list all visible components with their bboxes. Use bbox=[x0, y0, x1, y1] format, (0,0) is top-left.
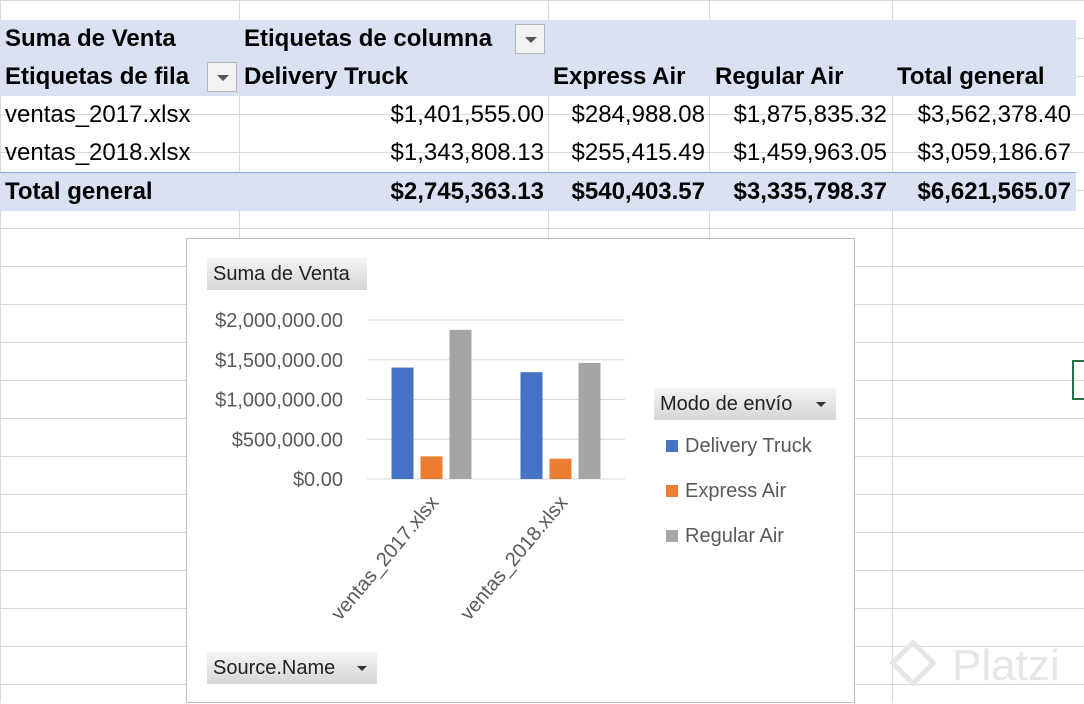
bar bbox=[549, 458, 572, 479]
y-tick-label: $2,000,000.00 bbox=[215, 310, 343, 332]
pivot-column-header[interactable]: Regular Air bbox=[715, 63, 844, 90]
legend-label: Delivery Truck bbox=[685, 435, 812, 457]
pivot-chart[interactable]: Suma de Venta $0.00 $500,000.00 $1,000,000… bbox=[186, 238, 855, 703]
pivot-column-header[interactable]: Total general bbox=[897, 63, 1045, 90]
pivot-value-label[interactable]: Suma de Venta bbox=[5, 25, 176, 52]
pivot-total-cell[interactable]: $3,335,798.37 bbox=[733, 178, 887, 205]
value-field-button[interactable]: Suma de Venta bbox=[207, 258, 367, 290]
legend-swatch bbox=[666, 440, 678, 452]
legend-label: Express Air bbox=[685, 480, 787, 502]
legend-field-button[interactable]: Modo de envío bbox=[654, 388, 836, 420]
pivot-total-label[interactable]: Total general bbox=[5, 178, 153, 205]
pivot-data-row: ventas_2017.xlsx $1,401,555.00 $284,988.… bbox=[0, 96, 1076, 134]
bar bbox=[520, 372, 543, 479]
y-tick-label: $0.00 bbox=[293, 469, 343, 491]
pivot-value-cell[interactable]: $1,875,835.32 bbox=[733, 101, 887, 128]
pivot-value-cell[interactable]: $284,988.08 bbox=[571, 101, 705, 128]
legend-field-button-label: Modo de envío bbox=[660, 393, 793, 415]
pivot-value-cell[interactable]: $1,459,963.05 bbox=[733, 139, 887, 166]
chart-plot-area: $0.00 $500,000.00 $1,000,000.00 $1,500,000.… bbox=[215, 310, 625, 625]
chevron-down-icon bbox=[816, 402, 826, 407]
legend-label: Regular Air bbox=[685, 525, 784, 547]
y-tick-label: $500,000.00 bbox=[232, 429, 343, 451]
pivot-header-row-2: Etiquetas de fila Delivery Truck Express… bbox=[0, 58, 1076, 96]
active-cell-indicator bbox=[1072, 360, 1084, 400]
platzi-watermark: Platzi bbox=[888, 636, 1084, 696]
pivot-total-cell[interactable]: $2,745,363.13 bbox=[390, 178, 544, 205]
pivot-value-cell[interactable]: $1,343,808.13 bbox=[390, 139, 544, 166]
pivot-total-row: Total general $2,745,363.13 $540,403.57 … bbox=[0, 172, 1076, 211]
x-tick-label: ventas_2017.xlsx bbox=[327, 492, 443, 625]
bar bbox=[449, 329, 472, 479]
legend-swatch bbox=[666, 485, 678, 497]
pivot-column-header[interactable]: Express Air bbox=[553, 63, 686, 90]
pivot-data-row: ventas_2018.xlsx $1,343,808.13 $255,415.… bbox=[0, 134, 1076, 172]
pivot-row-labels[interactable]: Etiquetas de fila bbox=[5, 63, 190, 90]
value-field-button-label: Suma de Venta bbox=[213, 263, 350, 285]
column-divider bbox=[892, 0, 893, 703]
bar bbox=[578, 362, 601, 479]
pivot-header-row-1: Suma de Venta Etiquetas de columna bbox=[0, 20, 1076, 58]
y-tick-label: $1,500,000.00 bbox=[215, 350, 343, 372]
watermark-text: Platzi bbox=[952, 641, 1060, 690]
chevron-down-icon bbox=[357, 666, 367, 671]
pivot-row-label[interactable]: ventas_2017.xlsx bbox=[5, 101, 191, 128]
x-tick-label: ventas_2018.xlsx bbox=[456, 492, 572, 625]
pivot-value-cell[interactable]: $255,415.49 bbox=[571, 139, 705, 166]
pivot-total-cell[interactable]: $540,403.57 bbox=[571, 178, 705, 205]
pivot-column-labels[interactable]: Etiquetas de columna bbox=[244, 25, 493, 52]
pivot-row-label[interactable]: ventas_2018.xlsx bbox=[5, 139, 191, 166]
legend-swatch bbox=[666, 530, 678, 542]
pivot-value-cell[interactable]: $3,059,186.67 bbox=[917, 139, 1071, 166]
pivot-value-cell[interactable]: $1,401,555.00 bbox=[390, 101, 544, 128]
pivot-value-cell[interactable]: $3,562,378.40 bbox=[917, 101, 1071, 128]
bar bbox=[391, 367, 414, 479]
y-tick-label: $1,000,000.00 bbox=[215, 390, 343, 412]
axis-field-button-label: Source.Name bbox=[213, 657, 336, 679]
column-filter-dropdown-icon[interactable] bbox=[515, 24, 545, 54]
row-filter-dropdown-icon[interactable] bbox=[207, 62, 237, 92]
pivot-column-header[interactable]: Delivery Truck bbox=[244, 63, 409, 90]
platzi-logo-icon bbox=[888, 638, 938, 688]
bar bbox=[420, 456, 443, 479]
pivot-total-cell[interactable]: $6,621,565.07 bbox=[917, 178, 1071, 205]
axis-field-button[interactable]: Source.Name bbox=[207, 652, 377, 684]
